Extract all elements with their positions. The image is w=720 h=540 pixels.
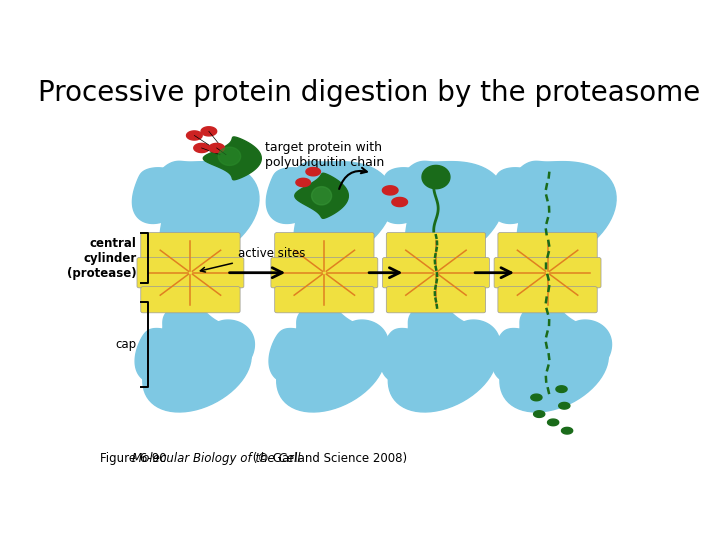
- FancyBboxPatch shape: [387, 233, 485, 259]
- Polygon shape: [296, 178, 310, 187]
- Polygon shape: [132, 168, 188, 224]
- Polygon shape: [490, 168, 545, 224]
- FancyBboxPatch shape: [498, 287, 597, 313]
- Polygon shape: [289, 161, 393, 262]
- Polygon shape: [201, 127, 217, 136]
- Polygon shape: [492, 328, 543, 383]
- Polygon shape: [276, 303, 385, 412]
- Polygon shape: [556, 386, 567, 393]
- Polygon shape: [388, 303, 497, 412]
- Polygon shape: [339, 178, 390, 230]
- Polygon shape: [294, 173, 348, 218]
- Polygon shape: [512, 161, 616, 262]
- Polygon shape: [559, 402, 570, 409]
- Text: cap: cap: [116, 338, 137, 351]
- FancyBboxPatch shape: [271, 258, 378, 288]
- FancyBboxPatch shape: [387, 287, 485, 313]
- Polygon shape: [381, 328, 431, 383]
- Polygon shape: [400, 161, 505, 262]
- Polygon shape: [454, 320, 500, 376]
- Polygon shape: [194, 144, 210, 152]
- Polygon shape: [548, 419, 559, 426]
- Polygon shape: [562, 427, 572, 434]
- FancyBboxPatch shape: [498, 233, 597, 259]
- Polygon shape: [209, 144, 225, 152]
- Polygon shape: [143, 303, 251, 412]
- Polygon shape: [266, 168, 322, 224]
- Polygon shape: [306, 167, 320, 176]
- Polygon shape: [382, 186, 398, 195]
- Text: Processive protein digestion by the proteasome: Processive protein digestion by the prot…: [38, 79, 700, 107]
- Text: (© Garland Science 2008): (© Garland Science 2008): [249, 452, 407, 465]
- Polygon shape: [562, 178, 613, 230]
- Polygon shape: [392, 198, 408, 207]
- Polygon shape: [203, 137, 261, 180]
- Polygon shape: [565, 320, 611, 376]
- Polygon shape: [155, 161, 259, 262]
- Polygon shape: [534, 411, 545, 417]
- Polygon shape: [205, 178, 256, 230]
- Polygon shape: [312, 187, 332, 205]
- Polygon shape: [218, 147, 240, 165]
- FancyBboxPatch shape: [141, 287, 240, 313]
- FancyBboxPatch shape: [275, 287, 374, 313]
- FancyBboxPatch shape: [137, 258, 244, 288]
- Polygon shape: [186, 131, 202, 140]
- Polygon shape: [342, 320, 388, 376]
- Text: Molecular Biology of the Cell: Molecular Biology of the Cell: [132, 452, 301, 465]
- Polygon shape: [422, 165, 450, 188]
- Text: active sites: active sites: [200, 247, 305, 272]
- Polygon shape: [531, 394, 542, 401]
- Polygon shape: [451, 178, 502, 230]
- Text: Figure 6-90: Figure 6-90: [100, 452, 174, 465]
- FancyBboxPatch shape: [382, 258, 490, 288]
- Polygon shape: [269, 328, 320, 383]
- Polygon shape: [378, 168, 433, 224]
- Polygon shape: [500, 303, 608, 412]
- Text: target protein with
polyubiquitin chain: target protein with polyubiquitin chain: [265, 141, 384, 169]
- Polygon shape: [135, 328, 186, 383]
- FancyBboxPatch shape: [275, 233, 374, 259]
- FancyBboxPatch shape: [494, 258, 601, 288]
- Text: central
cylinder
(protease): central cylinder (protease): [67, 237, 137, 280]
- FancyBboxPatch shape: [141, 233, 240, 259]
- Polygon shape: [208, 320, 254, 376]
